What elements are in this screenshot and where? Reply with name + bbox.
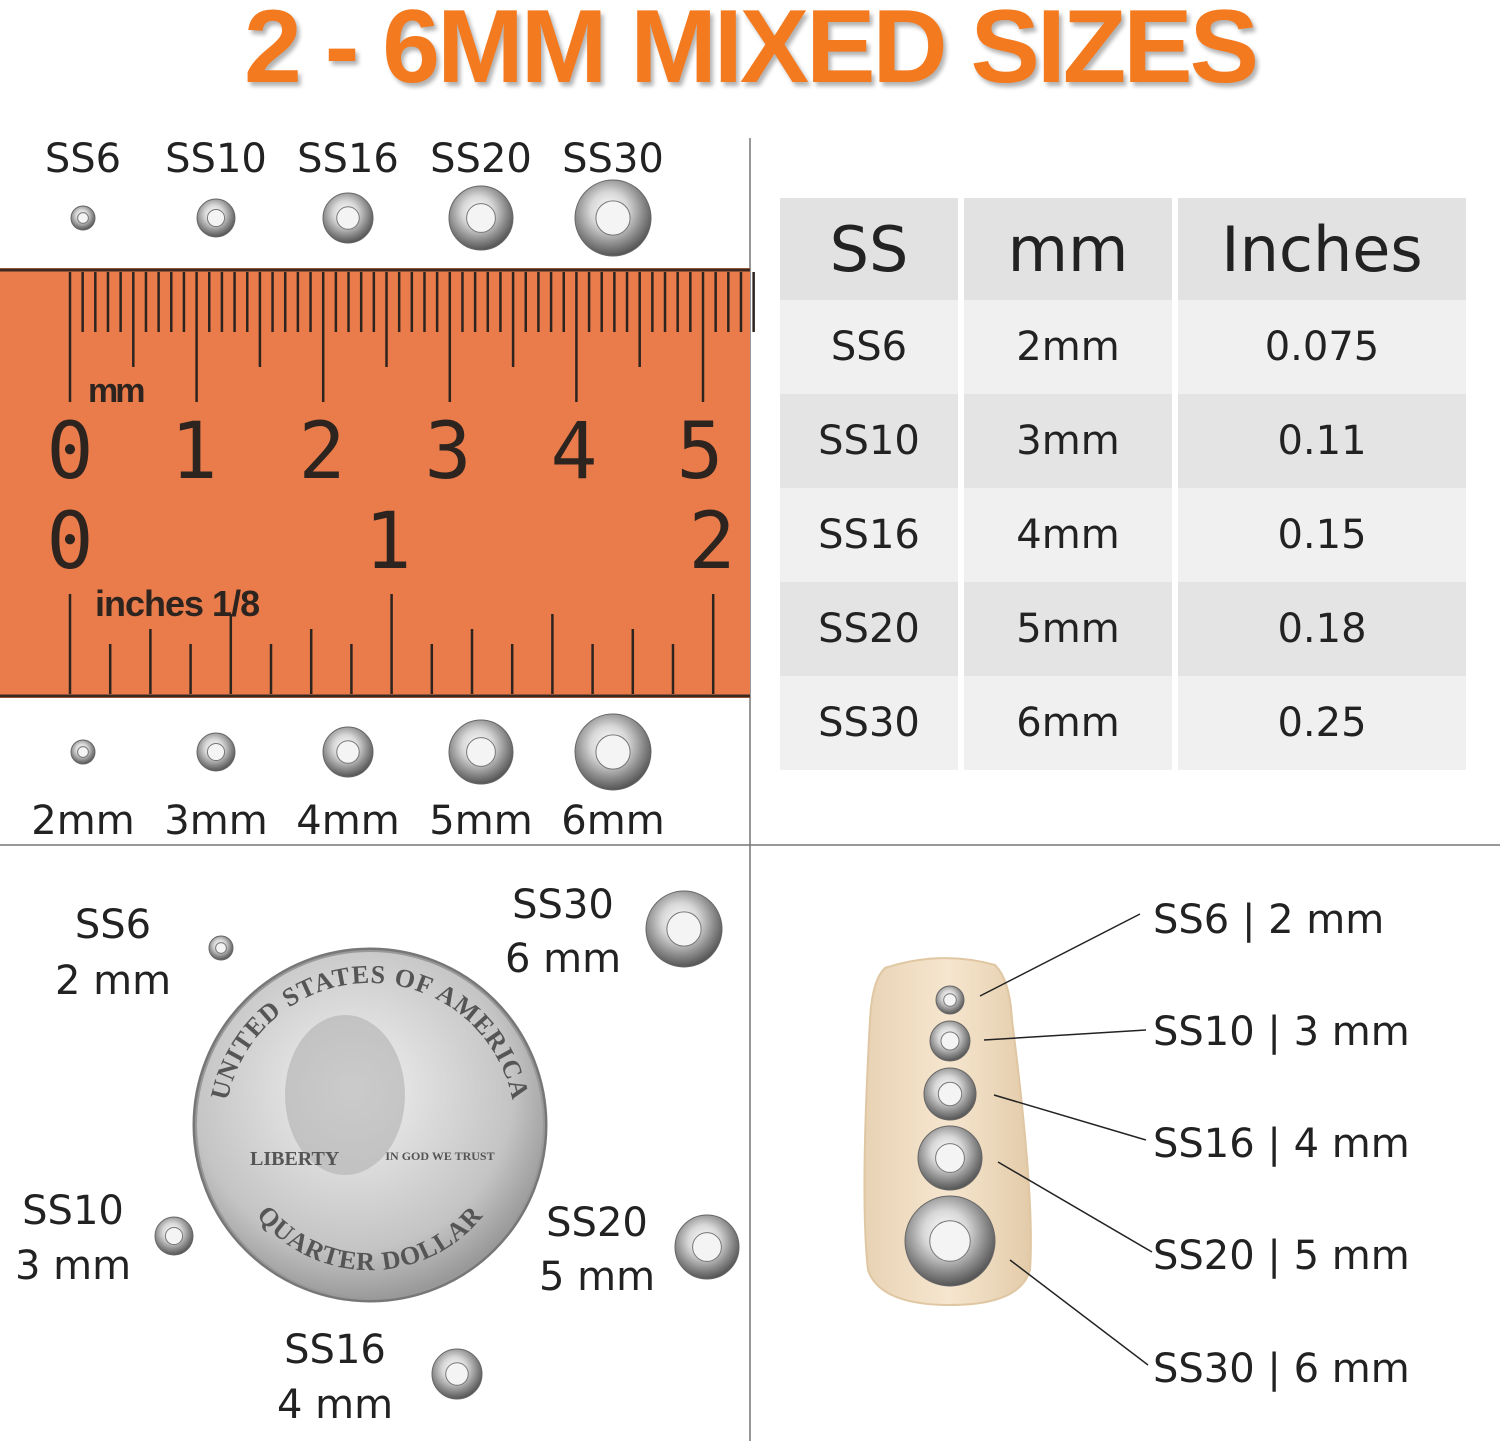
mm-number: 0 (47, 407, 94, 497)
coin-ss-label: SS30 (512, 882, 614, 928)
coin-ss-label: SS10 (22, 1188, 124, 1234)
table-row: SS20 5mm 0.18 (780, 582, 1466, 676)
ss-label: SS10 (165, 136, 267, 182)
rhinestone-icon (70, 739, 96, 765)
mm-label: 4mm (296, 798, 399, 844)
ruler-body (0, 268, 750, 698)
ss-label: SS30 (562, 136, 664, 182)
washington-profile (285, 1015, 405, 1175)
mm-number: 1 (171, 407, 218, 497)
ss-label: SS6 (45, 136, 121, 182)
size-table: SS mm Inches SS6 2mm 0.075 SS10 3mm 0.11 SS1… (780, 198, 1466, 770)
rhinestone-icon (929, 1020, 971, 1062)
cell-mm: 6mm (964, 676, 1172, 770)
ruler-bottom-labels: 2mm 3mm 4mm 5mm 6mm (31, 798, 664, 844)
rhinestone-icon (904, 1195, 996, 1287)
mm-label: 3mm (164, 798, 267, 844)
cell-inches: 0.075 (1178, 300, 1466, 394)
mm-number: 4 (551, 407, 598, 497)
rhinestone-icon (917, 1125, 983, 1191)
nail-size-label: SS30 | 6 mm (1153, 1346, 1410, 1392)
rhinestones-top-row (70, 179, 652, 257)
cell-mm: 4mm (964, 488, 1172, 582)
inch-number: 2 (689, 497, 736, 587)
coin-mm-label: 6 mm (505, 936, 621, 982)
mm-label: 2mm (31, 798, 134, 844)
rhinestone-icon (923, 1067, 977, 1121)
mm-label: 6mm (561, 798, 664, 844)
nail-rhinestones (904, 985, 996, 1287)
nail-size-label: SS10 | 3 mm (1153, 1009, 1410, 1055)
coin-rhinestones (154, 890, 740, 1400)
cell-ss: SS16 (780, 488, 958, 582)
table-row: SS10 3mm 0.11 (780, 394, 1466, 488)
ss-label: SS16 (297, 136, 399, 182)
page-title: 2 - 6MM MIXED SIZES (243, 0, 1259, 105)
cell-ss: SS10 (780, 394, 958, 488)
table-header-row: SS mm Inches (780, 198, 1466, 300)
cell-ss: SS20 (780, 582, 958, 676)
coin-rim (195, 950, 545, 1300)
cell-inches: 0.25 (1178, 676, 1466, 770)
rhinestones-bottom-row (70, 713, 652, 791)
rhinestone-icon (935, 985, 965, 1015)
leader-lines (979, 913, 1153, 1366)
cell-mm: 2mm (964, 300, 1172, 394)
table-row: SS6 2mm 0.075 (780, 300, 1466, 394)
inch-number: 1 (365, 497, 412, 587)
cell-inches: 0.18 (1178, 582, 1466, 676)
ruler-mm-unit: mm (88, 372, 144, 410)
nail-size-label: SS16 | 4 mm (1153, 1121, 1410, 1167)
table-row: SS16 4mm 0.15 (780, 488, 1466, 582)
rhinestone-icon (448, 185, 514, 251)
rhinestone-icon (196, 198, 236, 238)
column-header: mm (964, 198, 1172, 300)
rhinestone-icon (574, 713, 652, 791)
mm-number: 2 (299, 407, 346, 497)
coin-mm-label: 4 mm (277, 1382, 393, 1428)
coin-ss-label: SS6 (75, 902, 151, 948)
ruler-ticks (68, 272, 755, 694)
nail-size-label: SS20 | 5 mm (1153, 1233, 1410, 1279)
coin-comparison: UNITED STATES OF AMERICA QUARTER DOLLAR … (15, 882, 740, 1428)
mm-number: 3 (425, 407, 472, 497)
nail-size-label: SS6 | 2 mm (1153, 897, 1384, 943)
rhinestone-icon (674, 1214, 740, 1280)
column-header: SS (780, 198, 958, 300)
rhinestone-icon (431, 1348, 483, 1400)
coin-mm-label: 3 mm (15, 1243, 131, 1289)
coin-liberty-text: LIBERTY (250, 1148, 340, 1170)
rhinestone-icon (448, 719, 514, 785)
cell-mm: 5mm (964, 582, 1172, 676)
rhinestone-icon (322, 192, 374, 244)
mm-label: 5mm (429, 798, 532, 844)
rhinestone-icon (154, 1216, 194, 1256)
inch-number: 0 (47, 497, 94, 587)
cell-ss: SS6 (780, 300, 958, 394)
mm-number: 5 (677, 407, 724, 497)
coin-mm-label: 2 mm (55, 958, 171, 1004)
nail-comparison: SS6 | 2 mm SS10 | 3 mm SS16 | 4 mm SS20 … (863, 897, 1410, 1392)
rhinestone-icon (196, 732, 236, 772)
cell-mm: 3mm (964, 394, 1172, 488)
ruler-top-labels: SS6 SS10 SS16 SS20 SS30 (45, 136, 664, 182)
rhinestone-icon (322, 726, 374, 778)
rhinestone-icon (208, 935, 234, 961)
cell-inches: 0.15 (1178, 488, 1466, 582)
column-header: Inches (1178, 198, 1466, 300)
ruler: mm 0 1 2 3 4 5 0 1 2 inches 1/8 (0, 268, 755, 698)
rhinestone-icon (574, 179, 652, 257)
coin-motto-text: IN GOD WE TRUST (385, 1149, 494, 1163)
cell-ss: SS30 (780, 676, 958, 770)
coin-mm-label: 5 mm (539, 1254, 655, 1300)
coin-ss-label: SS20 (546, 1200, 648, 1246)
table-row: SS30 6mm 0.25 (780, 676, 1466, 770)
cell-inches: 0.11 (1178, 394, 1466, 488)
coin-ss-label: SS16 (284, 1327, 386, 1373)
rhinestone-icon (645, 890, 723, 968)
ss-label: SS20 (430, 136, 532, 182)
rhinestone-icon (70, 205, 96, 231)
ruler-inch-unit: inches 1/8 (95, 583, 259, 624)
